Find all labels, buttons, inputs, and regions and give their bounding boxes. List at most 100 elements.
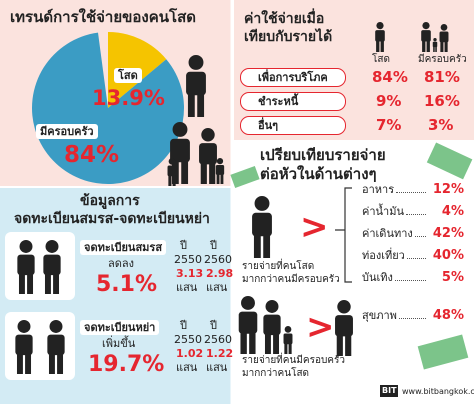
person-leg bbox=[345, 334, 352, 356]
item-label: จดทะเบียนหย่า bbox=[80, 320, 160, 335]
person-body bbox=[283, 333, 293, 345]
year-label: ปี bbox=[210, 319, 217, 332]
person-head bbox=[422, 22, 430, 30]
person-leg bbox=[172, 175, 176, 186]
person-head bbox=[168, 158, 176, 165]
url: www.bitbangkok.com bbox=[402, 387, 474, 396]
row-box bbox=[240, 116, 346, 135]
person-leg bbox=[168, 175, 172, 186]
person-head bbox=[265, 300, 279, 313]
person-leg bbox=[240, 331, 247, 354]
person-body bbox=[167, 165, 177, 177]
cell: 9% bbox=[376, 92, 402, 110]
person-leg bbox=[380, 40, 384, 52]
person-head bbox=[254, 196, 270, 211]
item-label: บันเทิง bbox=[362, 271, 393, 284]
person-body bbox=[170, 138, 190, 163]
person-leg bbox=[216, 174, 220, 184]
year: 2560 bbox=[204, 333, 232, 346]
bracket bbox=[335, 187, 352, 283]
change: เพิ่มขึ้น bbox=[102, 337, 136, 350]
title: ข้อมูลการ bbox=[80, 193, 140, 209]
person-leg bbox=[44, 273, 51, 294]
logo: BIT bbox=[382, 386, 397, 395]
title: จดทะเบียนสมรส-จดทะเบียนหย่า bbox=[14, 211, 210, 227]
slice-label: โสด bbox=[114, 68, 142, 83]
caption: รายจ่ายที่คนมีครอบครัว bbox=[242, 355, 345, 366]
money bbox=[230, 165, 260, 189]
person-head bbox=[172, 122, 188, 137]
item-label: จดทะเบียนสมรส bbox=[80, 240, 167, 255]
item-value: 40% bbox=[432, 248, 464, 263]
person-body bbox=[335, 315, 353, 337]
item-value: 4% bbox=[441, 204, 464, 219]
person-leg bbox=[440, 41, 444, 52]
person-leg bbox=[264, 333, 271, 354]
person-body bbox=[421, 30, 431, 42]
greater-sign: > bbox=[306, 307, 335, 347]
person-leg bbox=[25, 353, 32, 374]
leader-dots bbox=[406, 214, 426, 215]
year: 2550 bbox=[174, 253, 202, 266]
person-head bbox=[440, 24, 448, 31]
item-value: 48% bbox=[432, 308, 464, 323]
caption: มากกว่าคนโสด bbox=[242, 368, 310, 379]
person-leg bbox=[18, 273, 25, 294]
leader-dots bbox=[415, 236, 426, 237]
person-head bbox=[49, 320, 63, 333]
person-head bbox=[45, 240, 59, 253]
item-label: อาหาร bbox=[362, 183, 395, 196]
person-body bbox=[375, 30, 385, 42]
item-value: 12% bbox=[432, 182, 464, 197]
money bbox=[426, 142, 473, 180]
cell: 16% bbox=[424, 92, 460, 110]
greater-sign: > bbox=[300, 207, 329, 247]
slice-value: 84% bbox=[64, 142, 120, 168]
column-header: มีครอบครัว bbox=[418, 54, 467, 65]
logo-box bbox=[380, 385, 398, 397]
person-head bbox=[433, 38, 437, 42]
slice-value: 13.9% bbox=[92, 86, 165, 110]
leader-dots bbox=[399, 318, 426, 319]
person-leg bbox=[53, 273, 60, 294]
slice-label: มีครอบครัว bbox=[36, 124, 98, 139]
person-body bbox=[215, 165, 225, 175]
person-body bbox=[263, 314, 281, 336]
cell: 81% bbox=[424, 68, 460, 86]
count: 2.98 bbox=[206, 267, 234, 280]
person-leg bbox=[273, 333, 280, 354]
person-head bbox=[337, 300, 351, 314]
person-head bbox=[188, 55, 204, 70]
person-body bbox=[238, 311, 258, 334]
item-value: 42% bbox=[432, 226, 464, 241]
title: เทรนด์การใช้จ่ายของคนโสด bbox=[10, 8, 196, 26]
cell: 7% bbox=[376, 116, 402, 134]
person-leg bbox=[57, 353, 64, 374]
year: 2550 bbox=[174, 333, 202, 346]
person-body bbox=[43, 254, 61, 276]
count: 1.22 bbox=[206, 347, 234, 360]
person-head bbox=[376, 22, 384, 30]
cell: 84% bbox=[372, 68, 408, 86]
person-head bbox=[17, 320, 31, 333]
person-body bbox=[199, 143, 217, 165]
couple-card bbox=[5, 232, 75, 300]
person-leg bbox=[444, 41, 448, 52]
person-body bbox=[432, 41, 438, 48]
column-header: โสด bbox=[372, 54, 390, 65]
person-head bbox=[201, 128, 215, 142]
item-label: ค่าเดินทาง bbox=[362, 227, 413, 240]
person-body bbox=[47, 334, 65, 356]
item-value: 5% bbox=[441, 270, 464, 285]
person-leg bbox=[27, 273, 34, 294]
person-leg bbox=[209, 162, 216, 184]
person-body bbox=[186, 71, 206, 96]
title: เทียบกับรายได้ bbox=[244, 29, 333, 45]
unit: แสน bbox=[206, 281, 228, 294]
person-leg bbox=[187, 93, 195, 117]
money bbox=[417, 334, 469, 370]
title: เปรียบเทียบรายจ่าย bbox=[260, 146, 386, 164]
person-leg bbox=[263, 234, 271, 258]
person-leg bbox=[288, 343, 292, 354]
